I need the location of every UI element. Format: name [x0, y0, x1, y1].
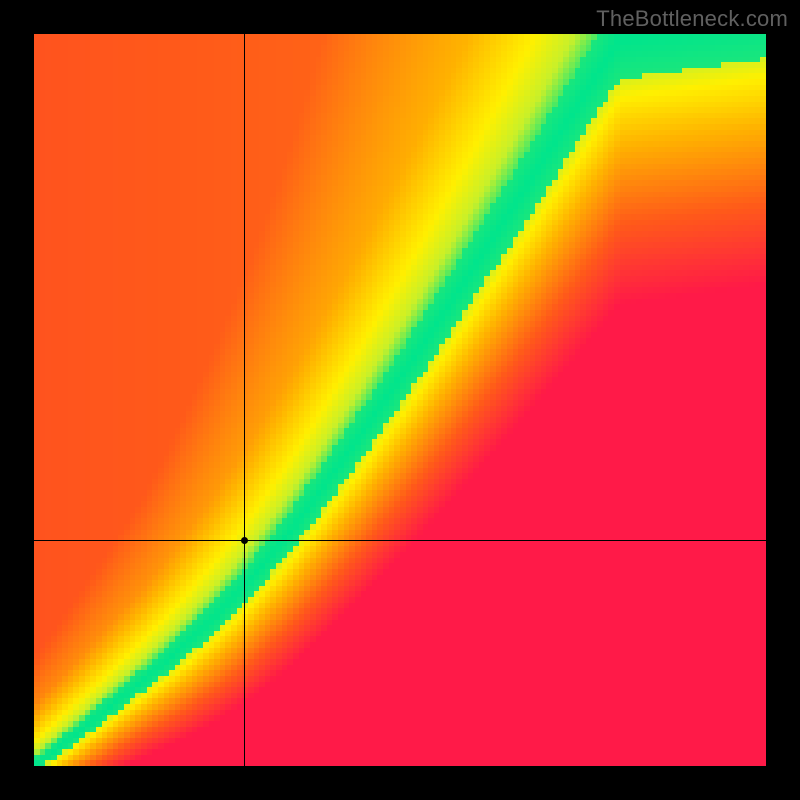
plot-area — [34, 34, 766, 766]
crosshair-vertical — [244, 34, 245, 766]
watermark-text: TheBottleneck.com — [596, 6, 788, 32]
crosshair-horizontal — [34, 540, 766, 541]
marker-dot — [241, 537, 248, 544]
heatmap-canvas — [34, 34, 766, 766]
page-root: TheBottleneck.com — [0, 0, 800, 800]
